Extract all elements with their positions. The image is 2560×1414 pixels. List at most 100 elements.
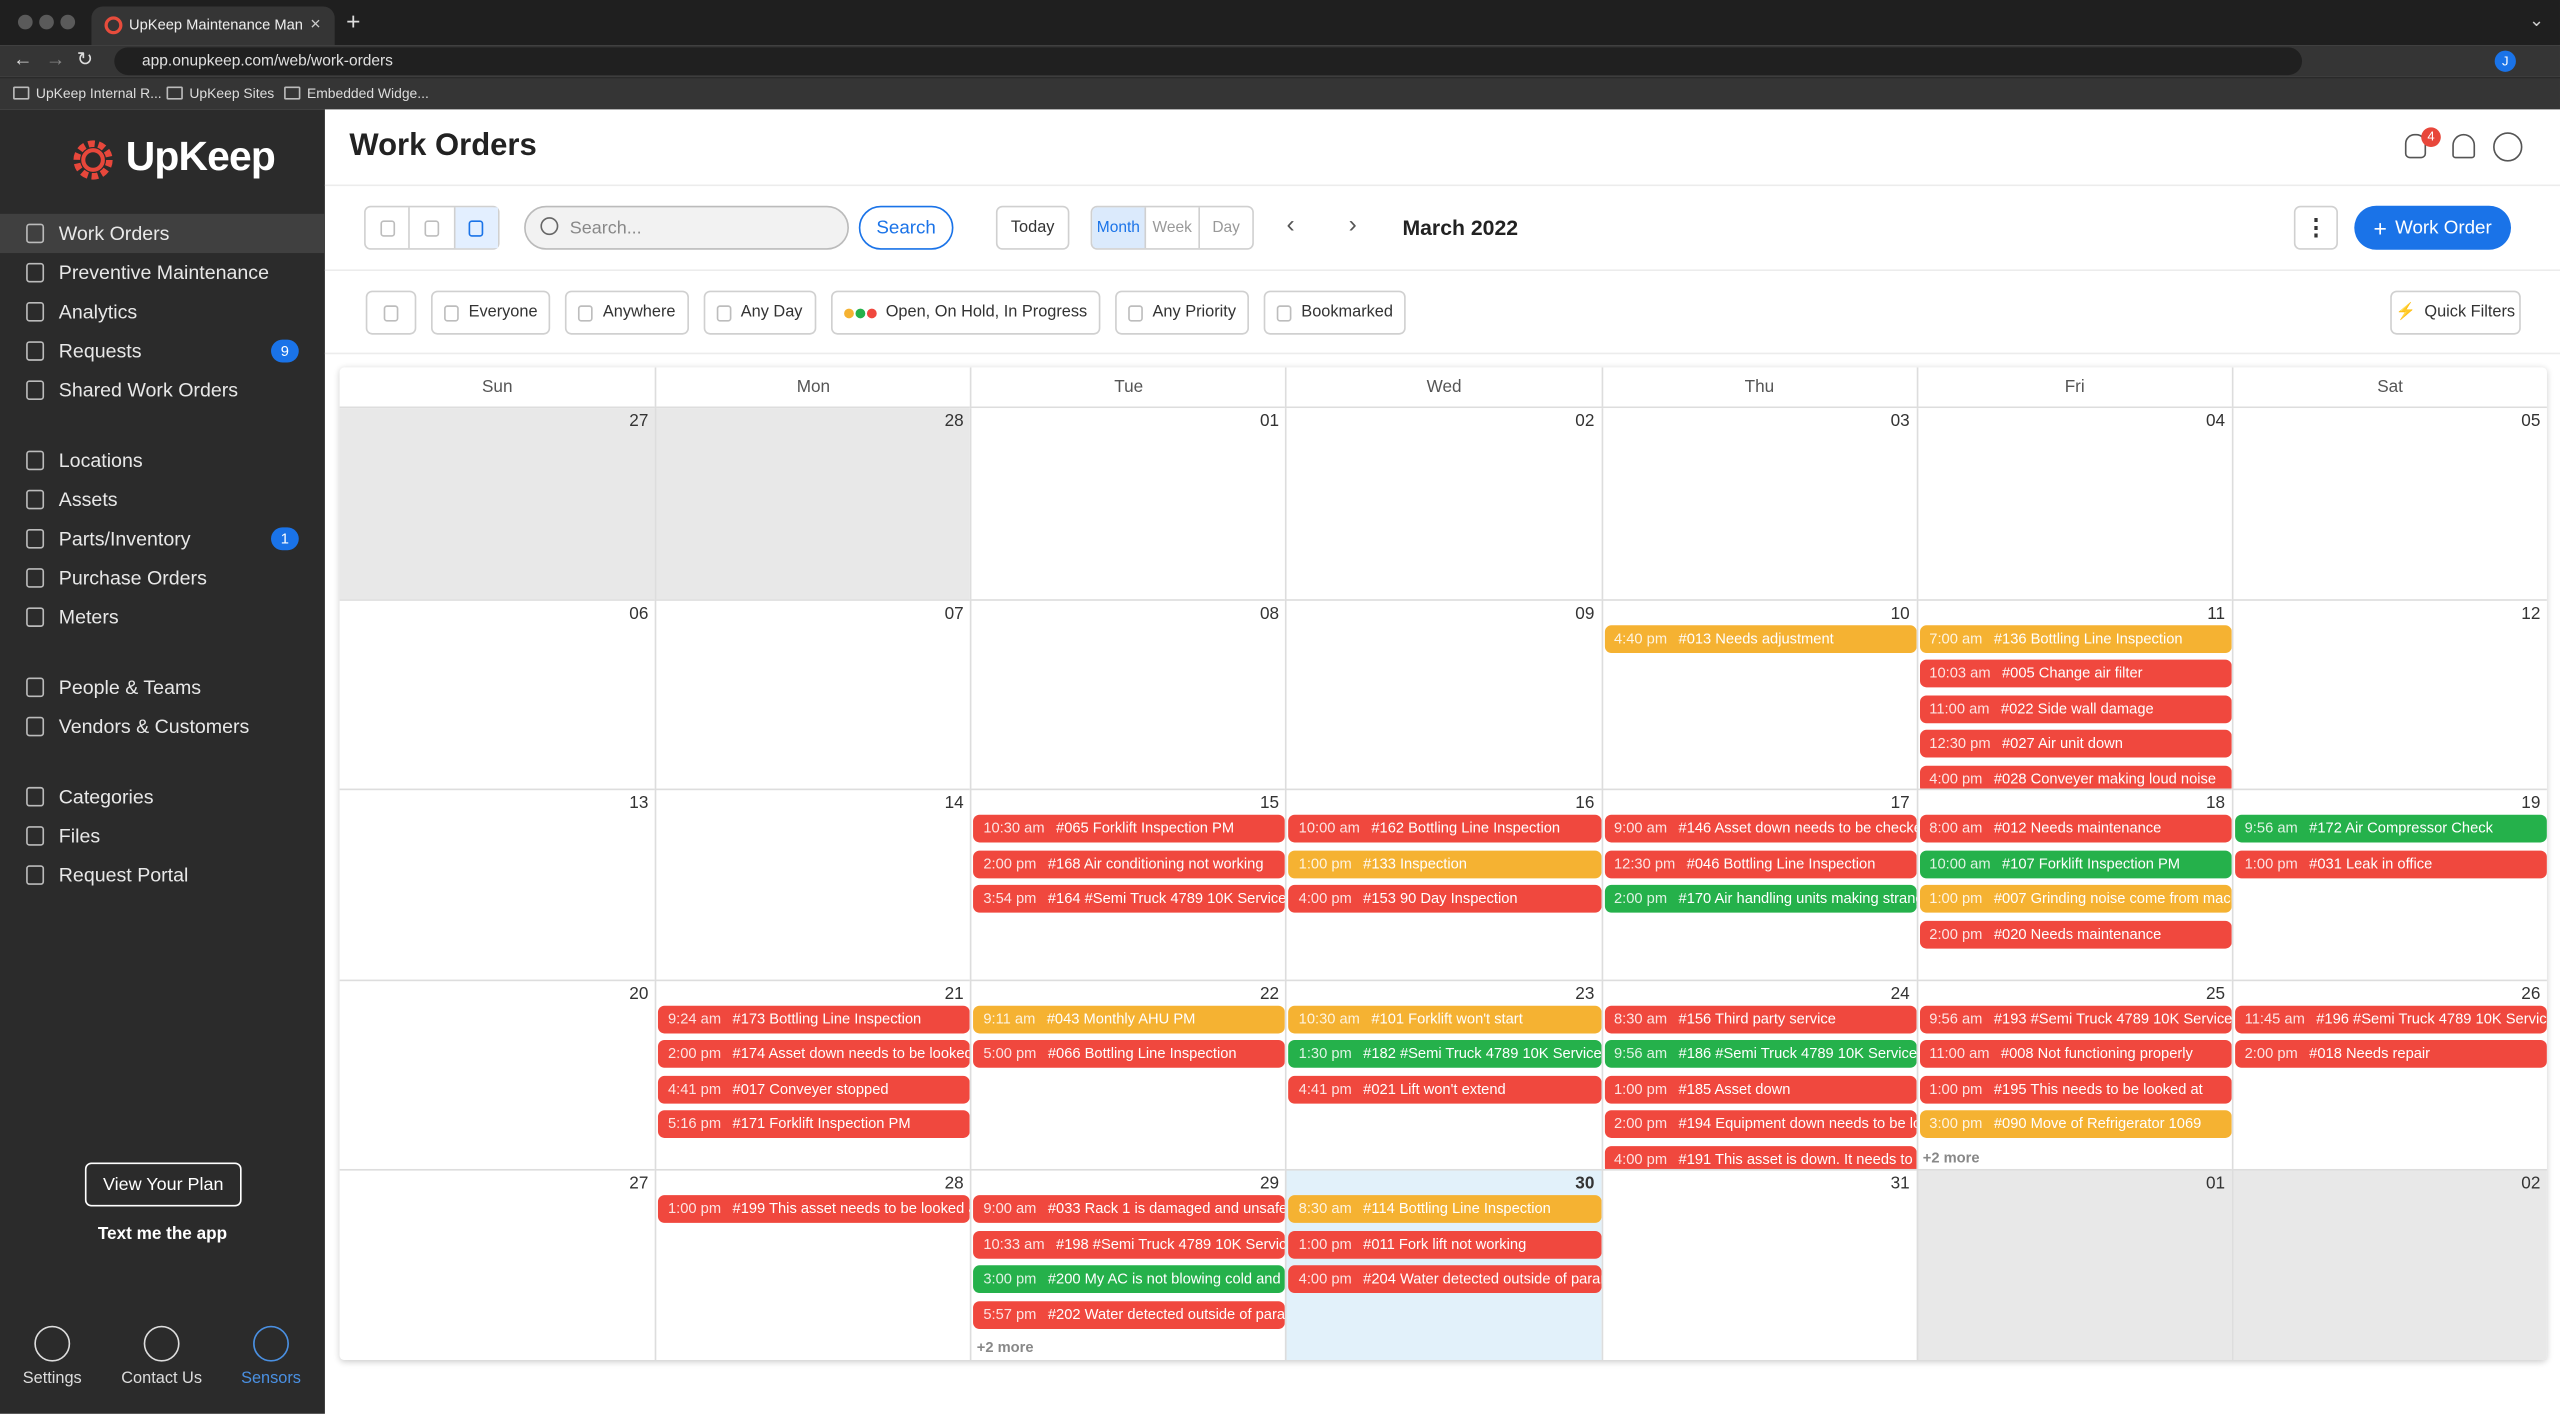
work-order-event[interactable]: 4:00 pm #191 This asset is down. It needs… [1604, 1145, 1917, 1170]
work-order-event[interactable]: 10:30 am #101 Forklift won't start [1288, 1005, 1601, 1034]
work-order-event[interactable]: 12:30 pm #046 Bottling Line Inspection [1604, 850, 1917, 878]
search-box[interactable]: Search... [524, 205, 849, 250]
next-month[interactable]: › [1348, 210, 1357, 239]
day-cell[interactable]: 08 [970, 598, 1286, 789]
day-cell[interactable]: 31 [1600, 1169, 1917, 1360]
tab-menu[interactable]: ⌄ [2528, 11, 2545, 32]
forward[interactable]: → [45, 47, 66, 71]
work-order-event[interactable]: 3:54 pm #164 #Semi Truck 4789 10K Service [973, 885, 1286, 913]
day-cell[interactable]: 20 [339, 979, 655, 1170]
account-icon[interactable] [2493, 132, 2523, 162]
nav-item[interactable]: Categories [0, 777, 325, 816]
footer-icon[interactable] [253, 1325, 289, 1362]
text-app-link[interactable]: Text me the app [97, 1224, 228, 1245]
range-option[interactable]: Month [1092, 207, 1145, 249]
work-order-event[interactable]: 9:56 am #172 Air Compressor Check [2234, 814, 2547, 843]
day-cell[interactable]: 27 [339, 408, 655, 599]
work-order-event[interactable]: 10:00 am #107 Forklift Inspection PM [1919, 850, 2232, 878]
day-cell[interactable]: 02 [1285, 408, 1601, 599]
filter-chip[interactable]: Any Day [703, 290, 816, 335]
window-control[interactable] [39, 14, 54, 30]
nav-item[interactable]: Work Orders [0, 213, 325, 254]
day-cell[interactable]: 22 9:11 am #043 Monthly AHU PM 5:00 pm #066 … [970, 979, 1286, 1170]
work-order-event[interactable]: 1:00 pm #007 Grinding noise come from mac… [1919, 885, 2232, 913]
work-order-event[interactable]: 1:00 pm #185 Asset down [1604, 1075, 1917, 1104]
new-work-order[interactable]: + Work Order [2354, 205, 2512, 250]
day-cell[interactable]: 23 10:30 am #101 Forklift won't start 1:30 … [1285, 979, 1601, 1170]
filter-chip[interactable]: Anywhere [565, 290, 689, 335]
bookmark[interactable]: Embedded Widge... [284, 85, 429, 101]
day-cell[interactable]: 26 11:45 am #196 #Semi Truck 4789 10K Serv… [2231, 979, 2547, 1170]
day-cell[interactable]: 17 9:00 am #146 Asset down needs to be che… [1600, 788, 1917, 980]
work-order-event[interactable]: 10:00 am #162 Bottling Line Inspection [1288, 814, 1601, 843]
work-order-event[interactable]: 8:00 am #012 Needs maintenance [1919, 814, 2232, 843]
day-cell[interactable]: 24 8:30 am #156 Third party service 9:56 am… [1600, 979, 1917, 1170]
plan-button[interactable]: View Your Plan [84, 1162, 242, 1207]
footer-icon[interactable] [143, 1325, 180, 1362]
day-cell[interactable]: 21 9:24 am #173 Bottling Line Inspection 2:… [654, 979, 971, 1170]
nav-item[interactable]: Files [0, 816, 325, 855]
board-view[interactable] [410, 207, 455, 249]
work-order-event[interactable]: 7:00 am #136 Bottling Line Inspection [1919, 624, 2232, 653]
work-order-event[interactable]: 4:40 pm #013 Needs adjustment [1604, 624, 1917, 653]
day-cell[interactable]: 16 10:00 am #162 Bottling Line Inspection 1… [1285, 788, 1601, 980]
day-cell[interactable]: 27 [339, 1169, 655, 1360]
day-cell[interactable]: 01 [970, 408, 1286, 599]
reload[interactable]: ↻ [76, 47, 94, 71]
work-order-event[interactable]: 8:30 am #114 Bottling Line Inspection [1288, 1195, 1601, 1224]
work-order-event[interactable]: 5:16 pm #171 Forklift Inspection PM [658, 1110, 971, 1139]
work-order-event[interactable]: 1:00 pm #195 This needs to be looked at [1919, 1075, 2232, 1104]
footer-label[interactable]: Contact Us [121, 1369, 203, 1388]
nav-item[interactable]: Request Portal [0, 856, 325, 895]
day-cell[interactable]: 01 [1916, 1169, 2232, 1360]
work-order-event[interactable]: 9:56 am #193 #Semi Truck 4789 10K Service [1919, 1005, 2232, 1034]
more-button[interactable]: ⋮ [2293, 205, 2338, 250]
work-order-event[interactable]: 9:11 am #043 Monthly AHU PM [973, 1005, 1286, 1034]
bell-icon[interactable] [2452, 133, 2476, 159]
tab-close[interactable]: × [310, 14, 321, 35]
work-order-event[interactable]: 2:00 pm #168 Air conditioning not working [973, 850, 1286, 878]
tips-icon[interactable] [2404, 133, 2427, 159]
work-order-event[interactable]: 12:30 pm #027 Air unit down [1919, 729, 2232, 758]
nav-item[interactable]: Analytics [0, 292, 325, 331]
day-cell[interactable]: 13 [339, 788, 655, 980]
work-order-event[interactable]: 2:00 pm #018 Needs repair [2234, 1040, 2547, 1069]
work-order-event[interactable]: 3:00 pm #200 My AC is not blowing cold an… [973, 1265, 1286, 1294]
work-order-event[interactable]: 10:30 am #065 Forklift Inspection PM [973, 814, 1286, 843]
work-order-event[interactable]: 9:24 am #173 Bottling Line Inspection [658, 1005, 971, 1034]
prev-month[interactable]: ‹ [1286, 210, 1295, 239]
filter-icon[interactable] [365, 290, 417, 335]
day-cell[interactable]: 28 1:00 pm #199 This asset needs to be loo… [654, 1169, 971, 1360]
day-cell[interactable]: 18 8:00 am #012 Needs maintenance 10:00 am #… [1916, 788, 2232, 980]
quick-filters[interactable]: ⚡ Quick Filters [2390, 290, 2521, 335]
new-tab[interactable]: + [346, 8, 361, 36]
today-button[interactable]: Today [995, 205, 1070, 250]
work-order-event[interactable]: 10:03 am #005 Change air filter [1919, 659, 2232, 688]
work-order-event[interactable]: 1:00 pm #133 Inspection [1288, 850, 1601, 878]
filter-chip[interactable]: Open, On Hold, In Progress [830, 290, 1101, 335]
profile[interactable]: J [2494, 50, 2516, 72]
list-view[interactable] [366, 207, 411, 249]
nav-item[interactable]: Meters [0, 598, 325, 637]
work-order-event[interactable]: 4:00 pm #028 Conveyer making loud noise [1919, 765, 2232, 789]
work-order-event[interactable]: 9:00 am #033 Rack 1 is damaged and unsafe [973, 1195, 1286, 1224]
work-order-event[interactable]: 10:33 am #198 #Semi Truck 4789 10K Servic… [973, 1230, 1286, 1259]
work-order-event[interactable]: 4:00 pm #204 Water detected outside of pa… [1288, 1265, 1601, 1294]
day-cell[interactable]: 15 10:30 am #065 Forklift Inspection PM 2:0… [970, 788, 1286, 980]
calendar-view[interactable] [454, 207, 498, 249]
filter-chip[interactable]: Bookmarked [1263, 290, 1407, 335]
day-cell[interactable]: 30 8:30 am #114 Bottling Line Inspection 1:… [1285, 1169, 1601, 1360]
work-order-event[interactable]: 4:41 pm #021 Lift won't extend [1288, 1075, 1601, 1104]
window-control[interactable] [17, 14, 33, 30]
nav-item[interactable]: Parts/Inventory 1 [0, 519, 325, 558]
nav-item[interactable]: Requests 9 [0, 331, 325, 370]
day-cell[interactable]: 05 [2231, 408, 2547, 599]
work-order-event[interactable]: 1:00 pm #199 This asset needs to be looke… [658, 1195, 971, 1224]
range-option[interactable]: Week [1144, 207, 1198, 249]
work-order-event[interactable]: 5:00 pm #066 Bottling Line Inspection [973, 1040, 1286, 1069]
work-order-event[interactable]: 2:00 pm #174 Asset down needs to be looke… [658, 1040, 971, 1069]
work-order-event[interactable]: 9:56 am #186 #Semi Truck 4789 10K Service [1604, 1040, 1917, 1069]
day-cell[interactable]: 28 [654, 408, 971, 599]
day-cell[interactable]: 06 [339, 598, 655, 789]
day-cell[interactable]: 04 [1916, 408, 2232, 599]
